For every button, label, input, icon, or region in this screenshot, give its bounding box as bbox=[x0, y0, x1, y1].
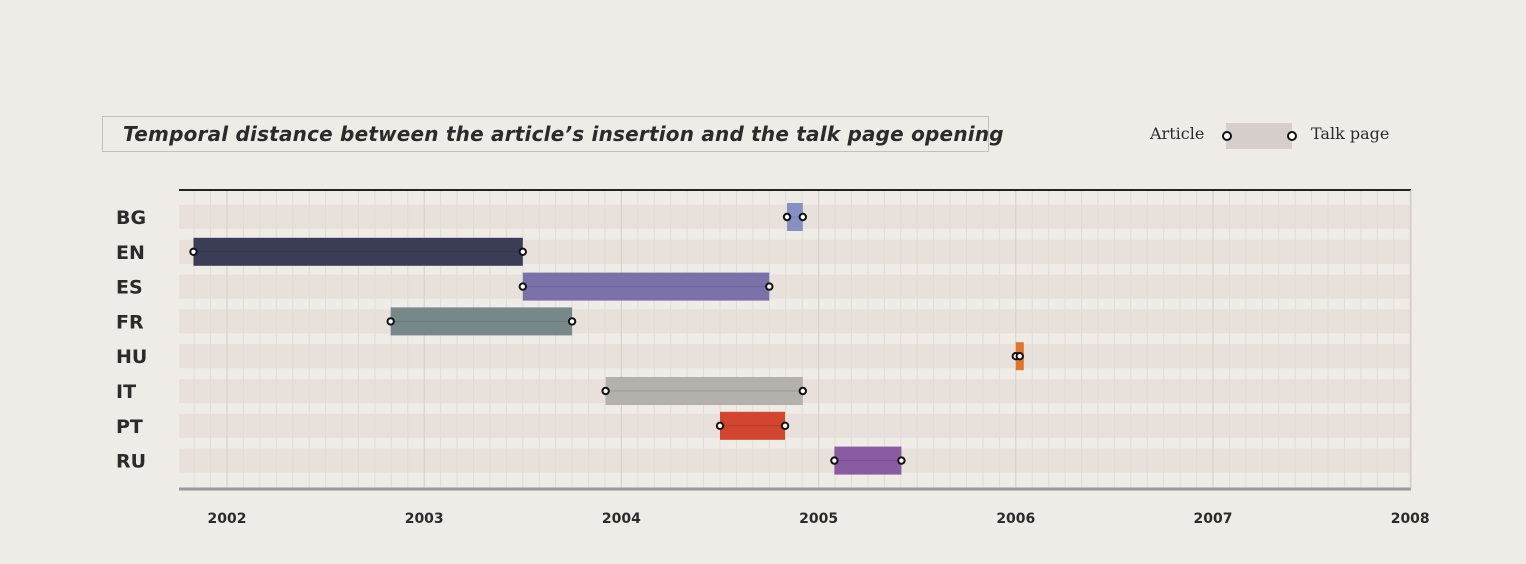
article-marker-fr bbox=[386, 317, 395, 326]
article-marker-pt bbox=[715, 421, 725, 430]
talk-marker-en bbox=[518, 247, 527, 257]
talk-marker-ru bbox=[897, 456, 906, 465]
range-bar-es bbox=[522, 272, 770, 301]
x-tick-label-2002: 2002 bbox=[208, 511, 247, 527]
talk-marker-it bbox=[798, 386, 808, 396]
legend-article-marker bbox=[1222, 131, 1232, 141]
x-tick-label-2004: 2004 bbox=[602, 511, 641, 527]
row-label-fr: FR bbox=[116, 311, 144, 333]
row-label-it: IT bbox=[116, 381, 136, 403]
talk-marker-hu bbox=[1015, 352, 1024, 361]
article-marker-ru bbox=[830, 456, 839, 465]
row-label-en: EN bbox=[116, 242, 145, 264]
row-band-es bbox=[179, 274, 1411, 299]
row-band-ru bbox=[179, 448, 1411, 473]
row-band-fr bbox=[179, 309, 1411, 334]
row-label-es: ES bbox=[116, 277, 143, 299]
x-tick-label-2005: 2005 bbox=[799, 511, 838, 527]
range-bar-en bbox=[193, 237, 523, 266]
talk-marker-fr bbox=[567, 317, 577, 326]
article-marker-es bbox=[518, 282, 527, 291]
row-band-hu bbox=[179, 344, 1411, 369]
x-tick-label-2003: 2003 bbox=[405, 511, 444, 527]
article-marker-it bbox=[601, 386, 610, 396]
range-bar-ru bbox=[834, 446, 902, 475]
legend-talk-label: Talk page bbox=[1311, 124, 1390, 143]
x-tick-label-2008: 2008 bbox=[1391, 511, 1430, 527]
article-marker-bg bbox=[782, 212, 792, 222]
chart-title-box: Temporal distance between the article’s … bbox=[102, 116, 1004, 152]
legend-article-label: Article bbox=[1150, 124, 1205, 143]
talk-marker-es bbox=[765, 282, 774, 291]
x-tick-label-2006: 2006 bbox=[996, 511, 1035, 527]
talk-marker-bg bbox=[798, 212, 808, 222]
row-band-pt bbox=[179, 413, 1411, 438]
legend-talk-marker bbox=[1287, 131, 1297, 141]
range-bar-pt bbox=[720, 411, 786, 440]
x-tick-label-2007: 2007 bbox=[1194, 511, 1233, 527]
range-bar-it bbox=[605, 377, 803, 405]
range-bar-fr bbox=[390, 307, 573, 336]
chart-title: Temporal distance between the article’s … bbox=[123, 122, 1004, 146]
legend: Article Talk page bbox=[1140, 118, 1410, 152]
row-label-pt: PT bbox=[116, 416, 143, 438]
talk-marker-pt bbox=[780, 421, 790, 430]
article-marker-en bbox=[189, 247, 198, 257]
row-label-hu: HU bbox=[116, 346, 147, 368]
range-bar-bg bbox=[787, 203, 803, 231]
legend-range-swatch bbox=[1226, 123, 1292, 149]
row-label-bg: BG bbox=[116, 207, 146, 229]
row-label-ru: RU bbox=[116, 451, 146, 473]
